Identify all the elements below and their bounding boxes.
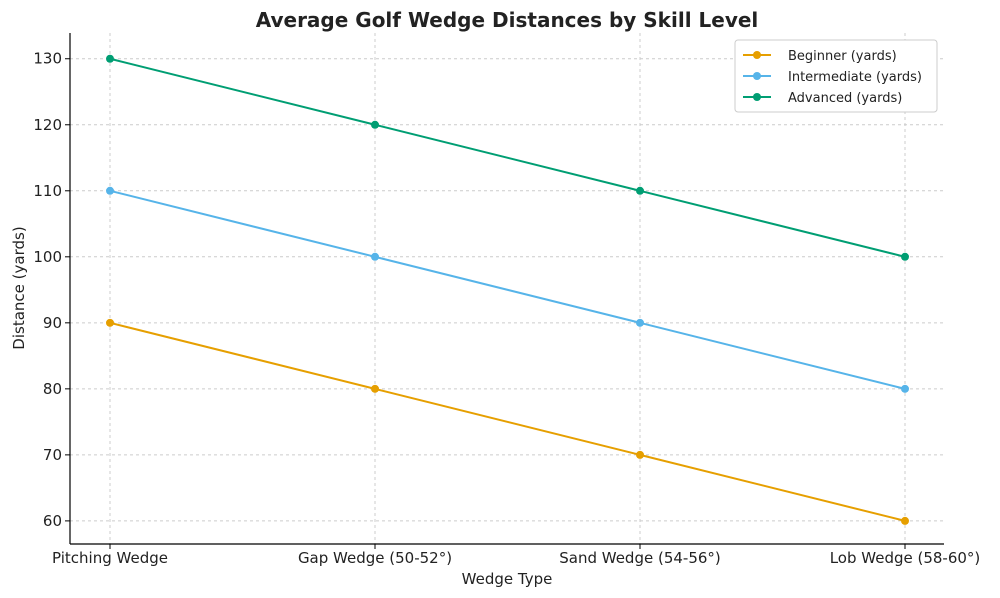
y-tick-label: 60 bbox=[43, 512, 62, 530]
x-axis-ticks: Pitching Wedge Gap Wedge (50-52°) Sand Wed… bbox=[52, 544, 980, 567]
data-point bbox=[636, 318, 644, 327]
legend-label: Intermediate (yards) bbox=[788, 70, 922, 85]
data-point bbox=[636, 186, 644, 195]
data-point bbox=[106, 186, 114, 195]
series-line bbox=[109, 321, 906, 522]
chart-title: Average Golf Wedge Distances by Skill Le… bbox=[256, 8, 759, 32]
x-tick-label: Sand Wedge (54-56°) bbox=[559, 549, 721, 567]
data-point bbox=[106, 54, 114, 63]
series-line bbox=[109, 189, 906, 390]
y-tick-label: 90 bbox=[43, 314, 62, 332]
y-tick-label: 130 bbox=[33, 50, 62, 68]
y-axis-ticks: 60 70 80 90 100 110 120 130 bbox=[33, 50, 70, 530]
data-point bbox=[901, 384, 909, 393]
data-point bbox=[371, 120, 379, 129]
legend-marker bbox=[753, 93, 761, 101]
x-axis-label: Wedge Type bbox=[462, 570, 553, 588]
data-point bbox=[901, 252, 909, 261]
data-point bbox=[371, 252, 379, 261]
data-point bbox=[636, 450, 644, 459]
y-tick-label: 80 bbox=[43, 380, 62, 398]
y-tick-label: 110 bbox=[33, 182, 62, 200]
y-tick-label: 120 bbox=[33, 116, 62, 134]
x-tick-label: Pitching Wedge bbox=[52, 549, 168, 567]
series-2 bbox=[106, 54, 909, 261]
series-1 bbox=[106, 186, 909, 393]
series-group bbox=[106, 54, 909, 525]
x-tick-label: Lob Wedge (58-60°) bbox=[830, 549, 981, 567]
legend-marker bbox=[753, 72, 761, 80]
legend-label: Advanced (yards) bbox=[788, 91, 902, 106]
data-point bbox=[901, 516, 909, 525]
y-tick-label: 100 bbox=[33, 248, 62, 266]
series-0 bbox=[106, 318, 909, 525]
y-axis-label: Distance (yards) bbox=[10, 226, 28, 349]
x-tick-label: Gap Wedge (50-52°) bbox=[298, 549, 452, 567]
legend-label: Beginner (yards) bbox=[788, 49, 897, 64]
legend-box bbox=[734, 39, 938, 113]
data-point bbox=[106, 318, 114, 327]
data-point bbox=[371, 384, 379, 393]
y-tick-label: 70 bbox=[43, 446, 62, 464]
legend: Beginner (yards) Intermediate (yards) Adva… bbox=[734, 39, 938, 113]
legend-marker bbox=[753, 51, 761, 59]
series-line bbox=[109, 57, 906, 258]
